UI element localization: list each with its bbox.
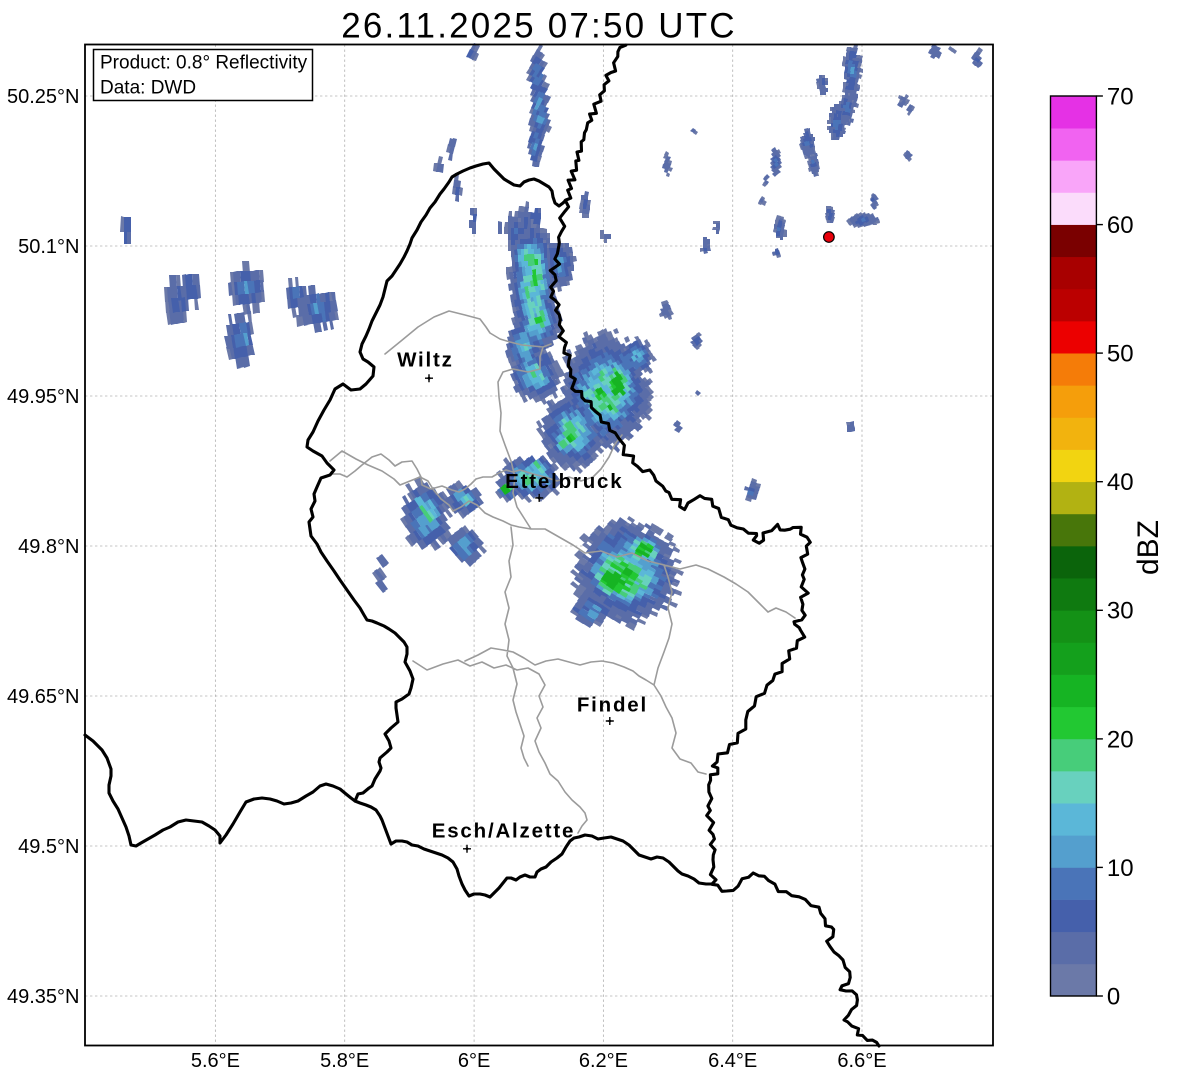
svg-text:0: 0 <box>1107 983 1120 1010</box>
svg-text:6°E: 6°E <box>458 1050 490 1072</box>
svg-text:6.2°E: 6.2°E <box>579 1050 628 1072</box>
svg-text:Product: 0.8° Reflectivity: Product: 0.8° Reflectivity <box>100 53 308 74</box>
svg-text:5.8°E: 5.8°E <box>320 1050 369 1072</box>
svg-text:5.6°E: 5.6°E <box>191 1050 240 1072</box>
svg-text:Data: DWD: Data: DWD <box>100 78 196 99</box>
svg-text:40: 40 <box>1107 469 1134 496</box>
svg-text:50.25°N: 50.25°N <box>7 86 80 108</box>
svg-text:50: 50 <box>1107 341 1134 368</box>
svg-text:Findel: Findel <box>577 694 648 717</box>
svg-text:50.1°N: 50.1°N <box>18 236 79 258</box>
svg-text:49.65°N: 49.65°N <box>7 686 80 708</box>
svg-text:Esch/Alzette: Esch/Alzette <box>432 820 576 843</box>
svg-text:26.11.2025 07:50 UTC: 26.11.2025 07:50 UTC <box>341 7 737 46</box>
svg-text:6.4°E: 6.4°E <box>708 1050 757 1072</box>
svg-text:30: 30 <box>1107 598 1134 625</box>
svg-text:dBZ: dBZ <box>1132 520 1165 575</box>
svg-text:49.95°N: 49.95°N <box>7 386 80 408</box>
svg-text:49.8°N: 49.8°N <box>18 536 79 558</box>
svg-text:Ettelbruck: Ettelbruck <box>505 470 623 493</box>
svg-text:Wiltz: Wiltz <box>397 349 454 372</box>
svg-text:49.35°N: 49.35°N <box>7 986 80 1008</box>
svg-text:20: 20 <box>1107 726 1134 753</box>
svg-text:6.6°E: 6.6°E <box>837 1050 886 1072</box>
svg-text:10: 10 <box>1107 855 1134 882</box>
svg-text:49.5°N: 49.5°N <box>18 836 79 858</box>
svg-text:60: 60 <box>1107 212 1134 239</box>
svg-text:70: 70 <box>1107 83 1134 110</box>
